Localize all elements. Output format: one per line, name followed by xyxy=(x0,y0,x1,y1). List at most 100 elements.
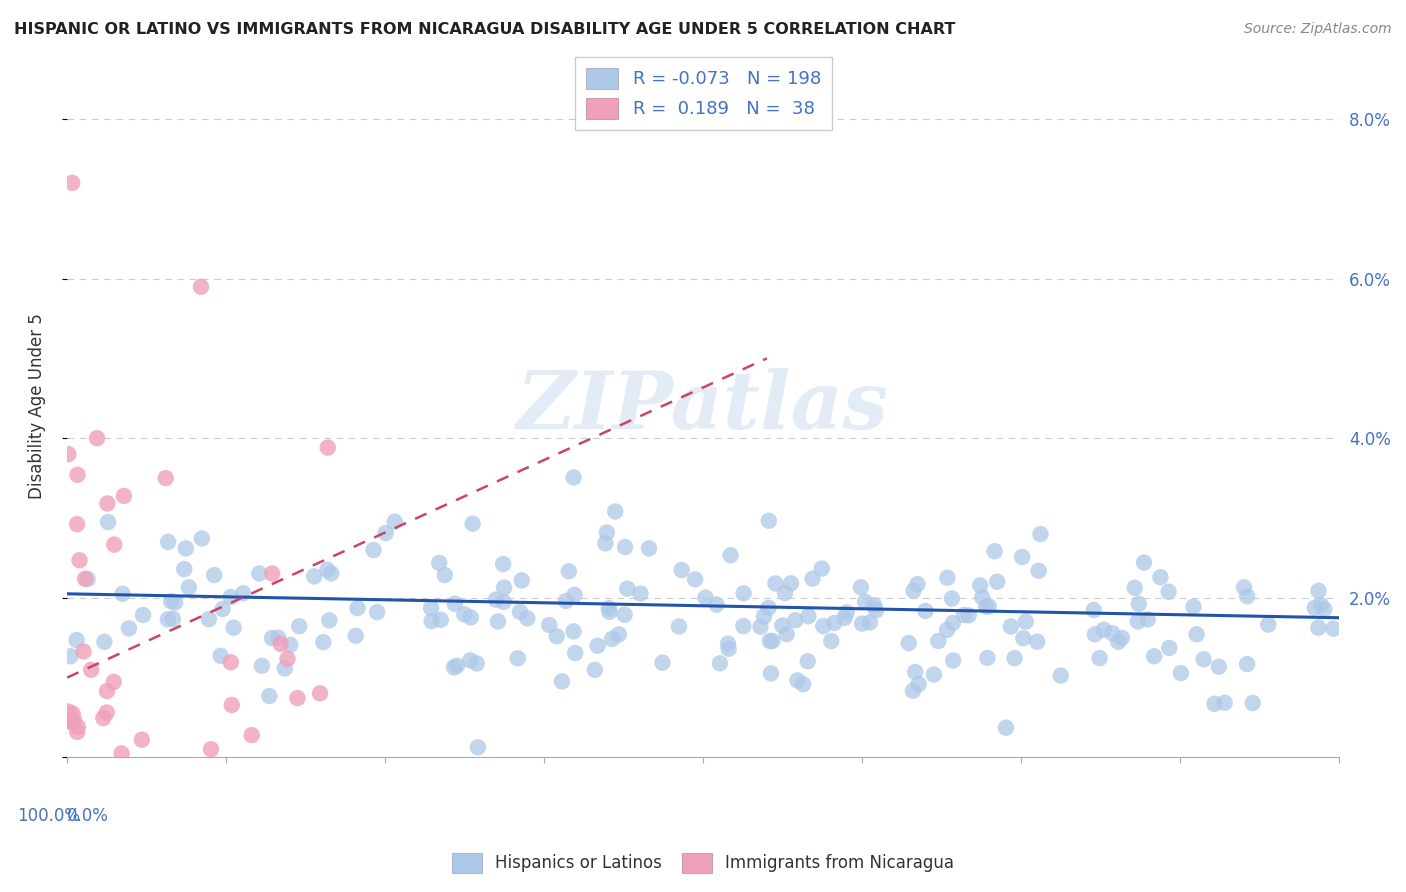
Point xyxy=(427,556,450,570)
Point xyxy=(1233,580,1256,594)
Point xyxy=(1092,623,1115,637)
Point xyxy=(773,586,796,600)
Point xyxy=(1308,583,1330,598)
Point xyxy=(897,636,920,650)
Point xyxy=(465,657,488,671)
Point xyxy=(616,582,638,596)
Point xyxy=(758,600,780,615)
Point xyxy=(834,611,856,625)
Point xyxy=(1000,619,1022,633)
Point xyxy=(232,586,254,600)
Point xyxy=(66,720,89,734)
Point xyxy=(607,627,630,641)
Point xyxy=(492,557,515,571)
Point xyxy=(198,612,221,626)
Point xyxy=(309,686,332,700)
Point xyxy=(564,646,586,660)
Point xyxy=(1136,612,1159,626)
Point xyxy=(59,714,82,729)
Point xyxy=(173,562,195,576)
Point xyxy=(555,594,578,608)
Point xyxy=(786,673,808,688)
Point xyxy=(1308,621,1330,635)
Point xyxy=(162,612,184,626)
Point xyxy=(733,619,755,633)
Point xyxy=(671,563,693,577)
Point xyxy=(461,516,484,531)
Point xyxy=(247,566,270,581)
Point xyxy=(366,605,388,619)
Point xyxy=(316,441,339,455)
Point xyxy=(586,639,609,653)
Point xyxy=(190,280,212,294)
Point xyxy=(131,732,153,747)
Point xyxy=(1101,626,1123,640)
Point xyxy=(706,598,728,612)
Point xyxy=(260,631,283,645)
Point xyxy=(58,447,80,461)
Point xyxy=(316,563,339,577)
Point xyxy=(1159,640,1181,655)
Point xyxy=(717,641,740,656)
Point xyxy=(605,504,627,518)
Point xyxy=(346,601,368,615)
Point xyxy=(853,595,876,609)
Point xyxy=(994,721,1017,735)
Legend: Hispanics or Latinos, Immigrants from Nicaragua: Hispanics or Latinos, Immigrants from Ni… xyxy=(446,847,960,880)
Point xyxy=(558,564,581,578)
Point xyxy=(835,605,858,619)
Point xyxy=(972,591,994,605)
Point xyxy=(1126,615,1149,629)
Point xyxy=(907,677,929,691)
Point xyxy=(1303,600,1326,615)
Point xyxy=(977,599,1000,614)
Point xyxy=(1236,589,1258,603)
Point xyxy=(112,489,135,503)
Point xyxy=(936,623,959,637)
Point xyxy=(1236,657,1258,672)
Point xyxy=(509,605,531,619)
Point xyxy=(433,568,456,582)
Point xyxy=(863,598,886,612)
Point xyxy=(683,573,706,587)
Point xyxy=(546,629,568,643)
Point xyxy=(914,604,936,618)
Point xyxy=(976,651,998,665)
Point xyxy=(96,496,118,510)
Point xyxy=(1123,581,1146,595)
Point xyxy=(492,581,515,595)
Point xyxy=(262,566,284,581)
Point xyxy=(614,540,637,554)
Point xyxy=(1313,602,1336,616)
Point xyxy=(118,621,141,635)
Point xyxy=(58,705,80,719)
Point xyxy=(562,624,585,639)
Point xyxy=(219,655,242,669)
Point xyxy=(969,578,991,592)
Point xyxy=(312,635,335,649)
Point xyxy=(1192,652,1215,666)
Point xyxy=(1004,651,1026,665)
Point xyxy=(344,629,367,643)
Point xyxy=(759,634,782,648)
Point xyxy=(1107,635,1129,649)
Point xyxy=(752,609,775,624)
Point xyxy=(287,691,309,706)
Point xyxy=(813,619,835,633)
Point xyxy=(922,667,945,681)
Point xyxy=(318,613,340,627)
Point xyxy=(651,656,673,670)
Point xyxy=(903,583,925,598)
Point xyxy=(132,607,155,622)
Point xyxy=(749,620,772,634)
Text: 100.0%: 100.0% xyxy=(17,806,80,824)
Point xyxy=(1111,631,1133,645)
Point xyxy=(160,594,183,608)
Point xyxy=(865,603,887,617)
Point xyxy=(709,657,731,671)
Point xyxy=(595,536,617,550)
Point xyxy=(446,658,468,673)
Point xyxy=(936,571,959,585)
Point xyxy=(1182,599,1205,614)
Point xyxy=(758,514,780,528)
